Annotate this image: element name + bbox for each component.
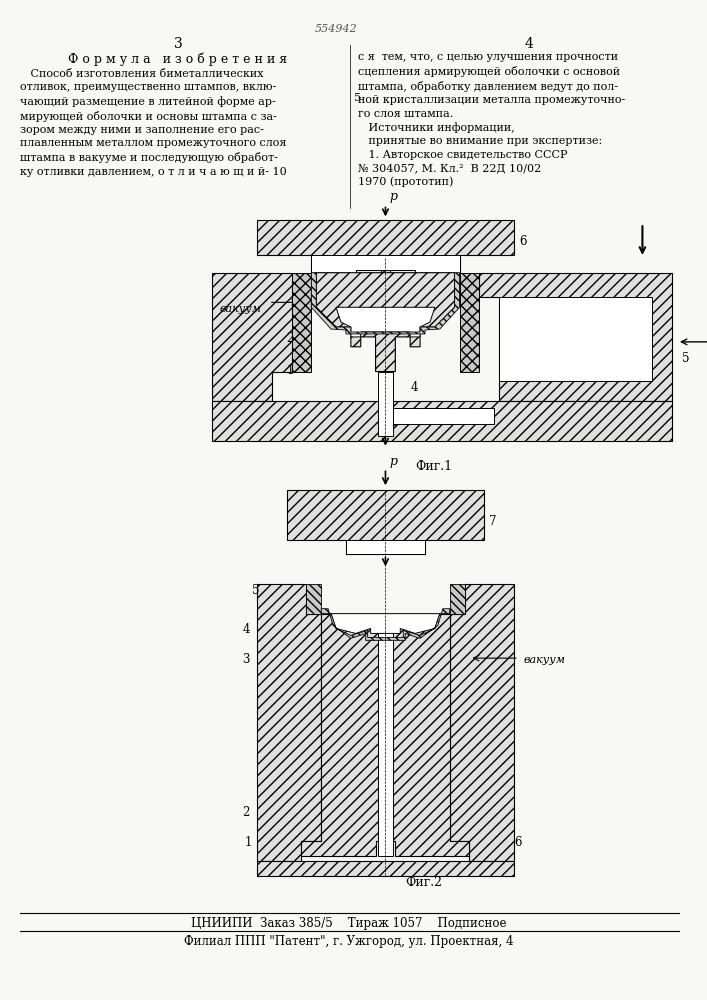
Polygon shape xyxy=(321,609,450,640)
Polygon shape xyxy=(378,614,393,856)
Text: Филиал ППП "Патент", г. Ужгород, ул. Проектная, 4: Филиал ППП "Патент", г. Ужгород, ул. Про… xyxy=(184,935,513,948)
Polygon shape xyxy=(257,584,321,861)
Text: 7: 7 xyxy=(489,515,497,528)
Polygon shape xyxy=(479,273,672,401)
Polygon shape xyxy=(450,584,514,861)
Polygon shape xyxy=(257,861,514,876)
Text: вакуум: вакуум xyxy=(219,304,262,314)
Polygon shape xyxy=(311,273,460,334)
Text: 1: 1 xyxy=(286,364,294,377)
Text: 5: 5 xyxy=(252,584,259,597)
Polygon shape xyxy=(257,220,514,285)
Text: 4: 4 xyxy=(525,37,533,51)
Text: 3: 3 xyxy=(173,37,182,51)
Text: ЦНИИПИ  Заказ 385/5    Тираж 1057    Подписное: ЦНИИПИ Заказ 385/5 Тираж 1057 Подписное xyxy=(191,917,507,930)
Text: Ф о р м у л а   и з о б р е т е н и я: Ф о р м у л а и з о б р е т е н и я xyxy=(69,52,288,66)
Text: вакуум: вакуум xyxy=(524,655,566,665)
Text: 3: 3 xyxy=(242,653,250,666)
Text: 6: 6 xyxy=(519,235,527,248)
Polygon shape xyxy=(336,307,435,337)
Polygon shape xyxy=(306,584,321,614)
Text: 2: 2 xyxy=(286,332,294,345)
Polygon shape xyxy=(378,372,393,436)
Polygon shape xyxy=(331,614,440,633)
Text: p: p xyxy=(390,455,397,468)
Text: 5: 5 xyxy=(354,93,361,103)
Polygon shape xyxy=(213,273,291,401)
Polygon shape xyxy=(316,273,455,372)
Polygon shape xyxy=(286,490,484,554)
Polygon shape xyxy=(311,255,460,285)
Text: p: p xyxy=(390,190,397,203)
Polygon shape xyxy=(499,297,653,381)
Text: 4: 4 xyxy=(242,623,250,636)
Text: 1: 1 xyxy=(245,836,252,849)
Text: 3: 3 xyxy=(301,287,309,300)
Polygon shape xyxy=(213,401,672,441)
Polygon shape xyxy=(450,584,464,614)
Polygon shape xyxy=(460,273,479,372)
Text: 4: 4 xyxy=(410,381,418,394)
Text: Способ изготовления биметаллических
отливок, преимущественно штампов, вклю-
чающ: Способ изготовления биметаллических отли… xyxy=(20,69,286,177)
Text: с я  тем, что, с целью улучшения прочности
сцепления армирующей оболочки с основ: с я тем, что, с целью улучшения прочност… xyxy=(358,52,625,187)
Text: p: p xyxy=(390,416,397,429)
Polygon shape xyxy=(291,273,311,372)
Polygon shape xyxy=(346,540,425,554)
Text: Фиг.2: Фиг.2 xyxy=(405,876,442,889)
Text: 6: 6 xyxy=(514,836,522,849)
Text: Фиг.1: Фиг.1 xyxy=(415,460,452,473)
Text: 2: 2 xyxy=(242,806,250,819)
Text: 5: 5 xyxy=(682,352,689,365)
Polygon shape xyxy=(301,614,469,856)
Text: 554942: 554942 xyxy=(315,24,358,34)
Polygon shape xyxy=(393,408,494,424)
